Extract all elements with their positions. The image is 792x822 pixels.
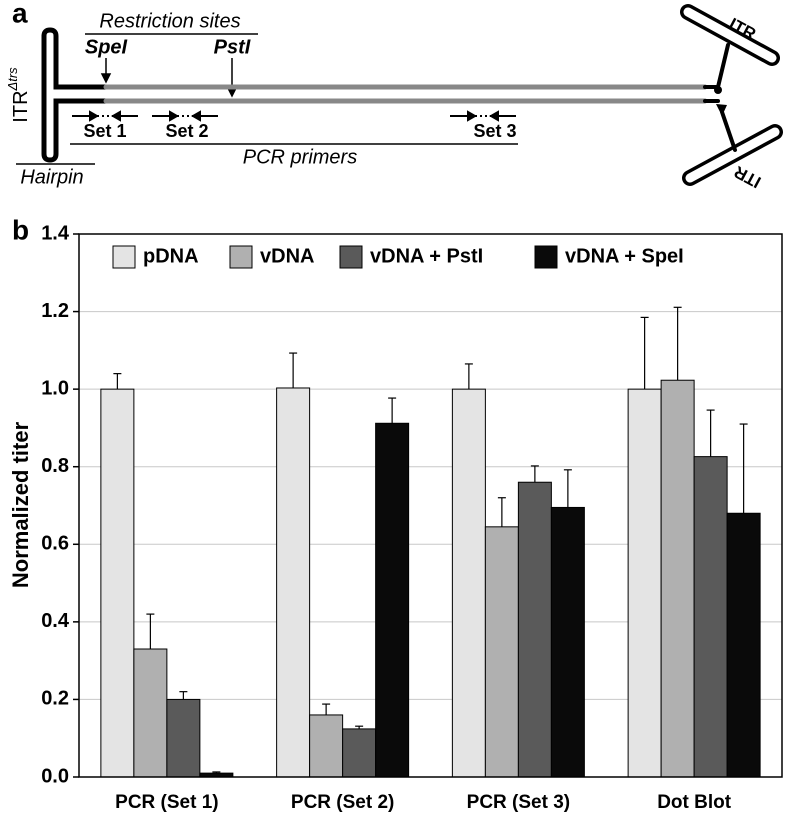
bar [100,388,135,778]
primers-title: PCR primers [243,146,357,168]
legend-swatch [229,245,253,269]
arrow-head [716,104,727,116]
itr-text: ITR [10,90,32,122]
primer-set: Set 1 [83,121,126,141]
y-axis-label: Normalized titer [8,421,33,588]
y-tick-label: 0.4 [41,610,70,632]
x-tick-label: PCR (Set 3) [467,792,570,813]
site-label: PstI [214,36,251,58]
legend-label: vDNA [260,245,314,267]
legend-swatch [339,245,363,269]
y-tick-label: 0.2 [41,688,69,710]
y-tick-label: 1.4 [41,222,70,244]
itr-left: ITRΔtrs [5,67,32,123]
primer-set: Set 3 [473,121,516,141]
bar [276,387,311,778]
primer-set: Set 2 [165,121,208,141]
restriction-title: Restriction sites [99,10,240,32]
legend-swatch [112,245,136,269]
plot-frame [78,233,783,778]
plot: 0.0 0.2 0.4 0.6 0.8 1.0 1.2 1.4 PCR (Set 1) PCR (… [41,222,783,813]
y-tick-label: 0.8 [41,455,69,477]
site-arrows [100,58,238,98]
itr-superscript: Δtrs [5,67,20,92]
hairpin-label: Hairpin [20,166,83,188]
bar [726,512,761,778]
bar [342,728,377,778]
bar [517,481,552,778]
bar [309,714,344,778]
itr-right: ITR [731,162,764,192]
legend-label: vDNA + SpeI [565,245,684,267]
bar [375,422,410,778]
bar [550,506,585,778]
x-tick-label: PCR (Set 2) [291,792,394,813]
site-label: SpeI [85,36,128,58]
bar [627,388,662,778]
x-tick-label: PCR (Set 1) [115,792,218,813]
bar [451,388,486,778]
y-tick-label: 1.2 [41,300,69,322]
bar [166,698,201,778]
dna [41,4,783,186]
x-tick-label: Dot Blot [657,792,732,813]
bar [693,456,728,778]
primers [72,110,516,122]
legend-label: vDNA + PstI [370,245,483,267]
y-tick-label: 0.6 [41,533,69,555]
y-tick-label: 1.0 [41,377,69,399]
bar [660,379,695,778]
bar [133,648,168,778]
legend-label: pDNA [143,245,199,267]
panel-label: a [12,0,28,28]
junction [714,86,722,94]
panel-label: b [12,214,29,245]
y-tick-label: 0.0 [41,765,69,787]
bar [484,526,519,778]
legend-swatch [534,245,558,269]
